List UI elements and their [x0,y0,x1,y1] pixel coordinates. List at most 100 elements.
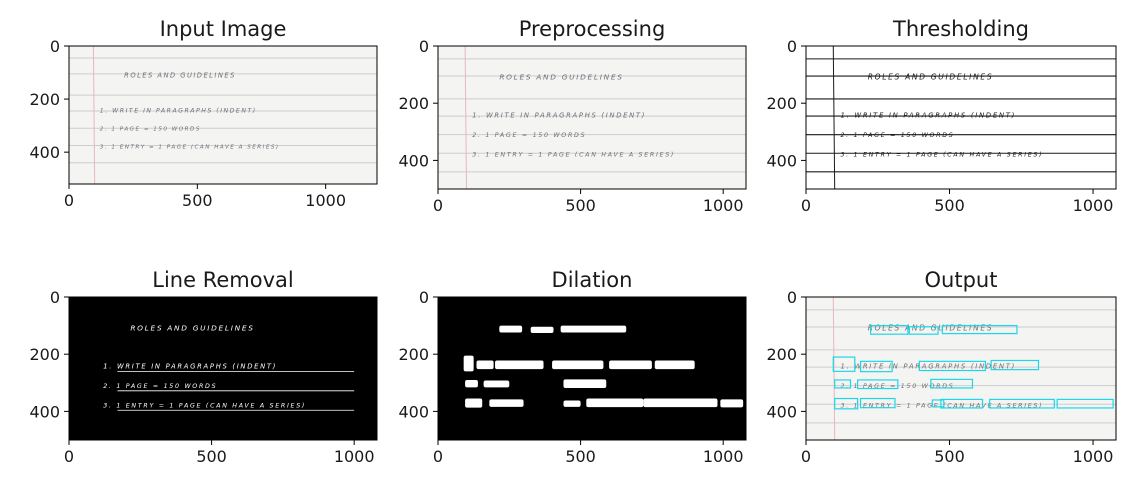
dilated-blob [476,360,494,370]
handwritten-line: 2. 1 PAGE = 150 WORDS [840,132,954,139]
margin-line [832,297,836,440]
dilated-blob [495,360,544,370]
handwritten-line: ROLES AND GUIDELINES [124,71,236,79]
handwritten-line: 1. WRITE IN PARAGRAPHS (INDENT) [103,363,277,371]
handwritten-line: 3. 1 ENTRY = 1 PAGE (CAN HAVE A SERIES) [472,151,675,158]
handwritten-line: 2. 1 PAGE = 150 WORDS [472,132,586,139]
handwritten-line: 3. 1 ENTRY = 1 PAGE (CAN HAVE A SERIES) [103,402,306,409]
x-tick-label: 0 [801,196,811,215]
y-tick-label: 400 [29,402,60,421]
x-tick-label: 0 [64,447,74,466]
image-background [438,46,746,189]
y-tick-label: 400 [398,151,429,170]
x-tick-label: 500 [565,196,596,215]
x-tick-label: 1000 [1073,447,1114,466]
axes-frame [68,296,378,441]
word-bounding-box [940,398,984,409]
panel-6-image: ROLES AND GUIDELINES 1. WRITE IN PARAGRAP… [806,297,1116,440]
handwritten-line: 1. WRITE IN PARAGRAPHS (INDENT) [100,107,257,114]
x-tick-label: 500 [934,447,965,466]
word-bounding-box [908,326,939,335]
axes-frame [437,296,747,441]
x-tick-label: 500 [934,196,965,215]
handwritten-line: ROLES AND GUIDELINES [499,73,623,82]
y-tick-label: 200 [398,94,429,113]
panel-1-image: ROLES AND GUIDELINES 1. WRITE IN PARAGRAP… [69,46,377,184]
image-background [806,46,1116,189]
panel-5-image [438,297,746,440]
dilated-blob [654,360,695,370]
handwritten-line: 2. 1 PAGE = 150 WORDS [840,383,954,390]
y-tick-label: 0 [787,37,797,56]
handwritten-line: ROLES AND GUIDELINES [868,73,994,82]
panel-title: Output [925,268,998,292]
axes-frame [805,45,1117,190]
panel-title: Input Image [160,17,287,41]
y-tick-label: 200 [766,94,797,113]
handwritten-line: 1. WRITE IN PARAGRAPHS (INDENT) [472,112,646,120]
x-tick-label: 500 [565,447,596,466]
dilated-blob [499,325,523,333]
panel-2-image: ROLES AND GUIDELINES 1. WRITE IN PARAGRAP… [438,46,746,189]
axes-frame [805,296,1117,441]
dilated-blob [560,325,627,333]
y-tick-label: 0 [419,37,429,56]
y-tick-label: 400 [398,402,429,421]
y-tick-label: 200 [766,345,797,364]
panel-title: Line Removal [152,268,293,292]
handwritten-line: 1. WRITE IN PARAGRAPHS (INDENT) [840,363,1016,371]
margin-line [92,46,96,184]
x-tick-label: 500 [182,191,213,210]
x-tick-label: 500 [196,447,227,466]
handwritten-line: 3. 1 ENTRY = 1 PAGE (CAN HAVE A SERIES) [840,151,1043,158]
y-tick-label: 0 [50,37,60,56]
x-tick-label: 1000 [703,447,744,466]
y-tick-label: 0 [419,288,429,307]
panel-title: Preprocessing [519,17,666,41]
word-bounding-box [834,379,852,389]
handwritten-line: ROLES AND GUIDELINES [130,324,254,333]
axes-frame [437,45,747,190]
dilated-blob [552,360,604,370]
word-bounding-box [834,397,859,410]
panel-3-image: ROLES AND GUIDELINES 1. WRITE IN PARAGRAP… [806,46,1116,189]
word-bounding-box [989,398,1055,409]
dilated-blob [563,379,607,388]
y-tick-label: 400 [29,143,60,162]
handwritten-line: ROLES AND GUIDELINES [868,324,994,333]
x-tick-label: 0 [801,447,811,466]
panel-title: Thresholding [892,17,1029,41]
word-bounding-box [857,379,899,390]
word-bounding-box [930,378,974,389]
dilated-blob [465,398,483,408]
dilated-blob [489,399,524,407]
dilated-blob [530,326,554,334]
margin-line [832,46,836,189]
dilated-blob [483,380,510,388]
panel-title: Dilation [552,268,633,292]
dilated-blob [586,398,644,408]
word-bounding-box [869,325,909,335]
word-bounding-box [859,360,893,373]
axes-frame [68,45,378,185]
dilated-blob [563,400,581,407]
y-tick-label: 200 [29,90,60,109]
handwritten-line: 3. 1 ENTRY = 1 PAGE (CAN HAVE A SERIES) [100,144,280,150]
word-bounding-box [931,399,945,408]
margin-line [464,46,468,189]
word-bounding-box [832,356,856,372]
handwritten-line: 2. 1 PAGE = 150 WORDS [103,383,217,390]
y-tick-label: 200 [29,345,60,364]
dilated-blob [463,355,474,372]
word-bounding-box [941,325,1018,335]
word-bounding-box [990,359,1040,371]
x-tick-label: 1000 [703,196,744,215]
word-bounding-box [918,360,986,372]
y-tick-label: 400 [766,402,797,421]
handwritten-line: 1. WRITE IN PARAGRAPHS (INDENT) [840,112,1016,120]
dilated-blob [465,379,478,388]
panel-4-image: ROLES AND GUIDELINES 1. WRITE IN PARAGRAP… [69,297,377,440]
x-tick-label: 1000 [334,447,375,466]
x-tick-label: 1000 [305,191,346,210]
